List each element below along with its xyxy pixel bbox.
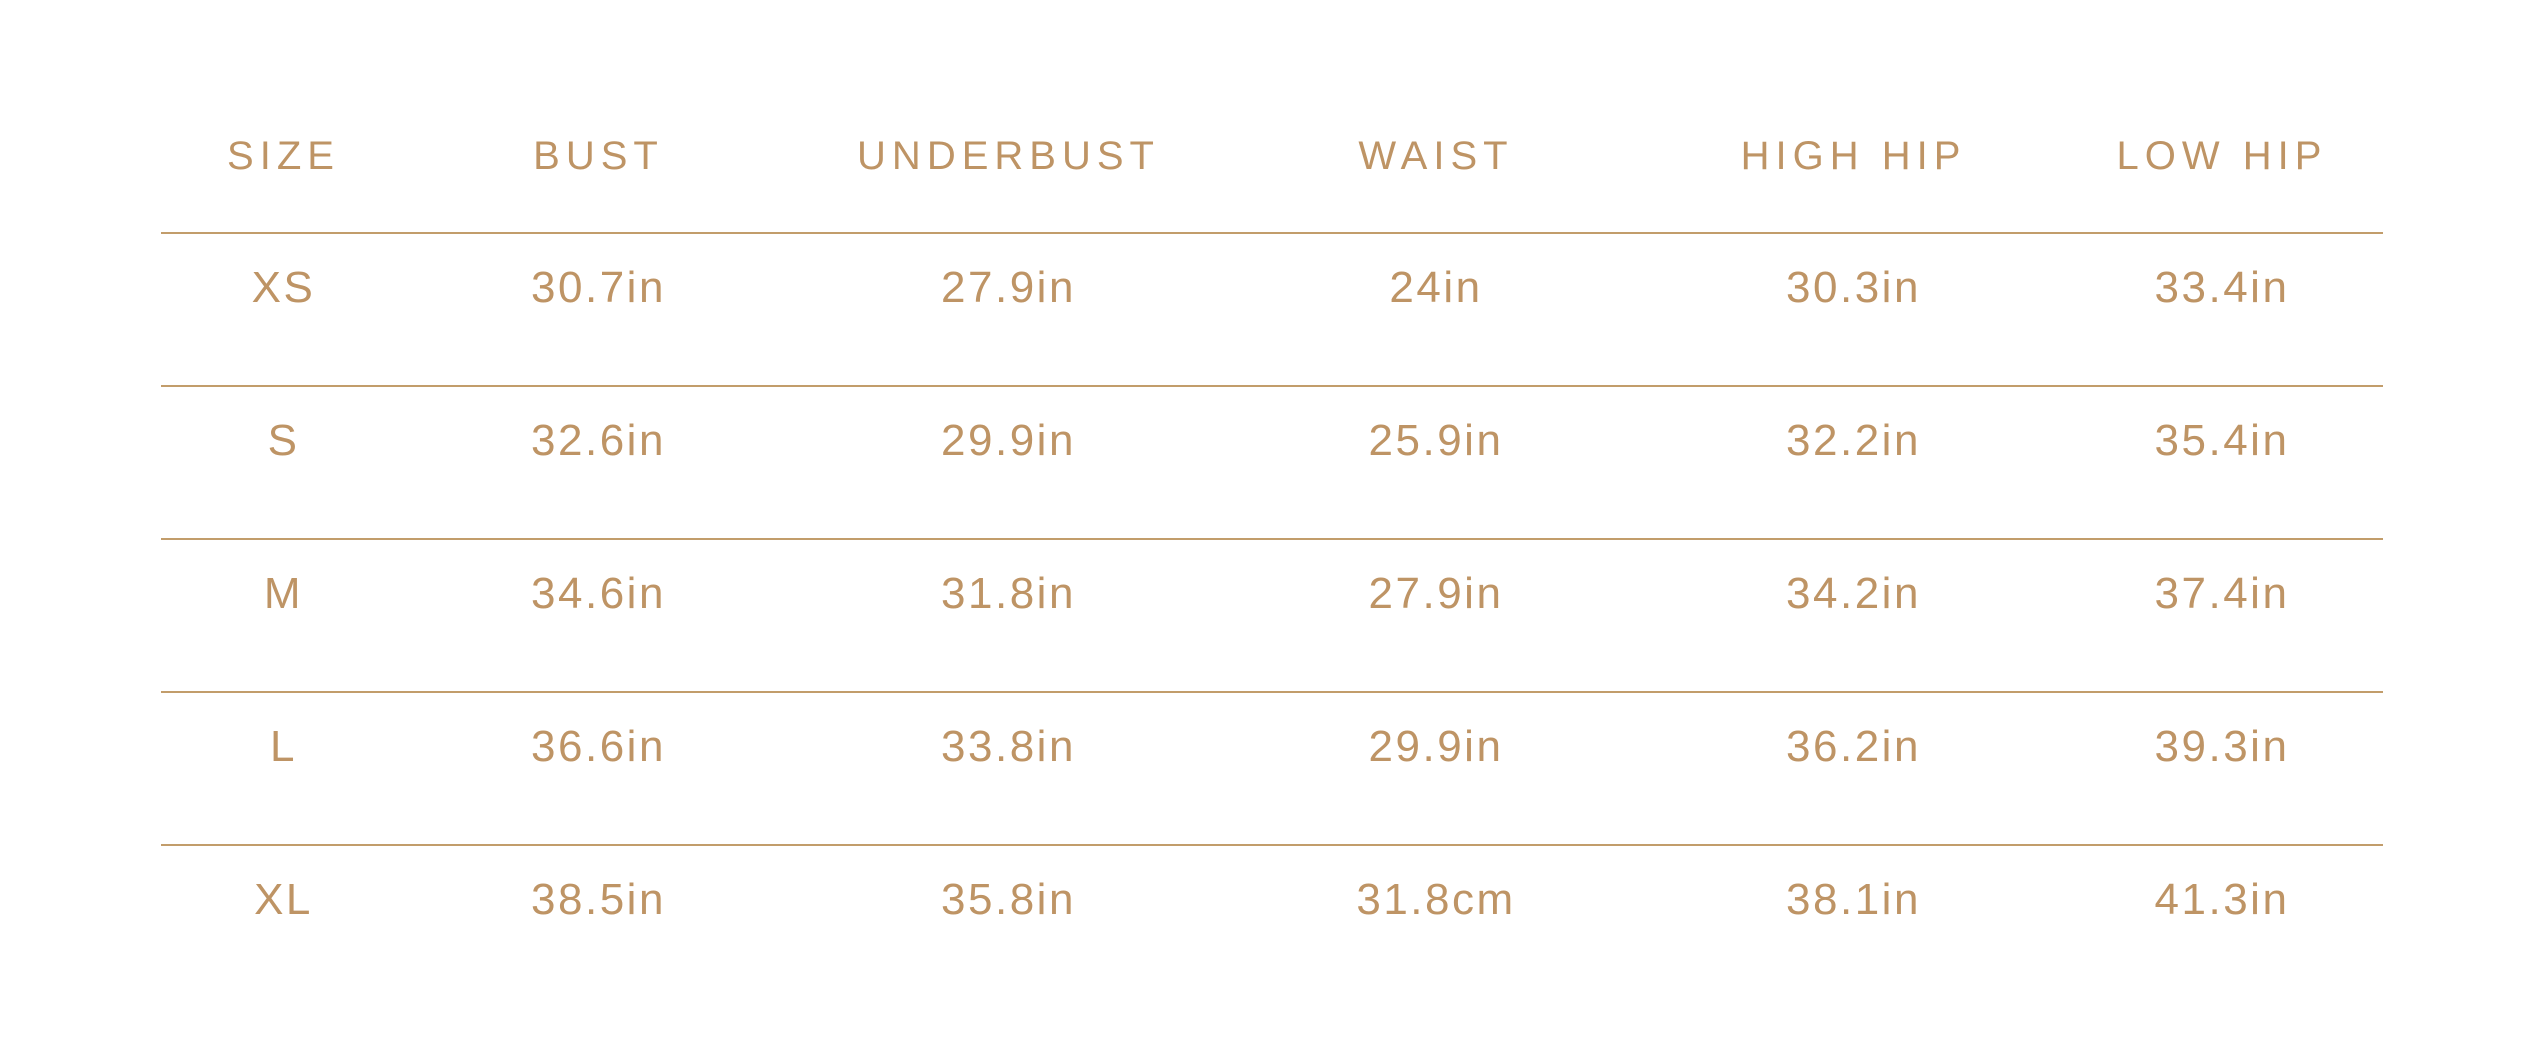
measurement-value: 24in: [1226, 233, 1646, 387]
measurement-value: 36.2in: [1646, 692, 2061, 846]
size-chart-table: SIZE BUST UNDERBUST WAIST HIGH HIP LOW H…: [161, 80, 2383, 997]
measurement-value: 38.1in: [1786, 875, 1921, 924]
measurement-value: 31.8cm: [1356, 875, 1516, 924]
measurement-value: 35.8in: [941, 875, 1076, 924]
measurement-value: 25.9in: [1226, 386, 1646, 540]
measurement-value: 29.9in: [1226, 692, 1646, 846]
header-row: SIZE BUST UNDERBUST WAIST HIGH HIP LOW H…: [161, 80, 2383, 234]
measurement-value: 41.3in: [2154, 875, 2290, 924]
measurement-value: 34.2in: [1646, 539, 2061, 693]
measurement-value: 29.9in: [791, 386, 1226, 540]
measurement-value: 34.6in: [406, 539, 791, 693]
measurement-value: 36.6in: [406, 692, 791, 846]
measurement-value: 30.3in: [1646, 233, 2061, 387]
measurement-value: 39.3in: [2061, 692, 2383, 846]
measurement-value: 31.8in: [791, 539, 1226, 693]
measurement-value: 37.4in: [2061, 539, 2383, 693]
measurement-value: 35.4in: [2061, 386, 2383, 540]
column-header-high-hip: HIGH HIP: [1646, 80, 2061, 234]
table-row-l: L 36.6in 33.8in 29.9in 36.2in 39.3in: [161, 692, 2383, 846]
measurement-value: 27.9in: [1226, 539, 1646, 693]
column-header-bust: BUST: [406, 80, 791, 234]
table-row-xs: XS 30.7in 27.9in 24in 30.3in 33.4in: [161, 233, 2383, 387]
size-label: XS: [161, 233, 406, 387]
measurement-value: 32.6in: [406, 386, 791, 540]
size-label: XL: [254, 875, 313, 924]
column-header-low-hip: LOW HIP: [2061, 80, 2383, 234]
column-header-underbust: UNDERBUST: [791, 80, 1226, 234]
table-row-s: S 32.6in 29.9in 25.9in 32.2in 35.4in: [161, 386, 2383, 540]
size-label: S: [161, 386, 406, 540]
measurement-value: 27.9in: [791, 233, 1226, 387]
size-label: M: [161, 539, 406, 693]
measurement-value: 33.4in: [2061, 233, 2383, 387]
size-label: L: [161, 692, 406, 846]
size-chart: SIZE BUST UNDERBUST WAIST HIGH HIP LOW H…: [161, 80, 2383, 997]
measurement-value: 38.5in: [531, 875, 666, 924]
table-row-m: M 34.6in 31.8in 27.9in 34.2in 37.4in: [161, 539, 2383, 693]
measurement-value: 33.8in: [791, 692, 1226, 846]
measurement-value: 30.7in: [406, 233, 791, 387]
measurement-value: 32.2in: [1646, 386, 2061, 540]
column-header-waist: WAIST: [1226, 80, 1646, 234]
table-row-xl: XL 38.5in 35.8in 31.8cm 38.1in 41.3in: [161, 845, 2383, 997]
column-header-size: SIZE: [161, 80, 406, 234]
